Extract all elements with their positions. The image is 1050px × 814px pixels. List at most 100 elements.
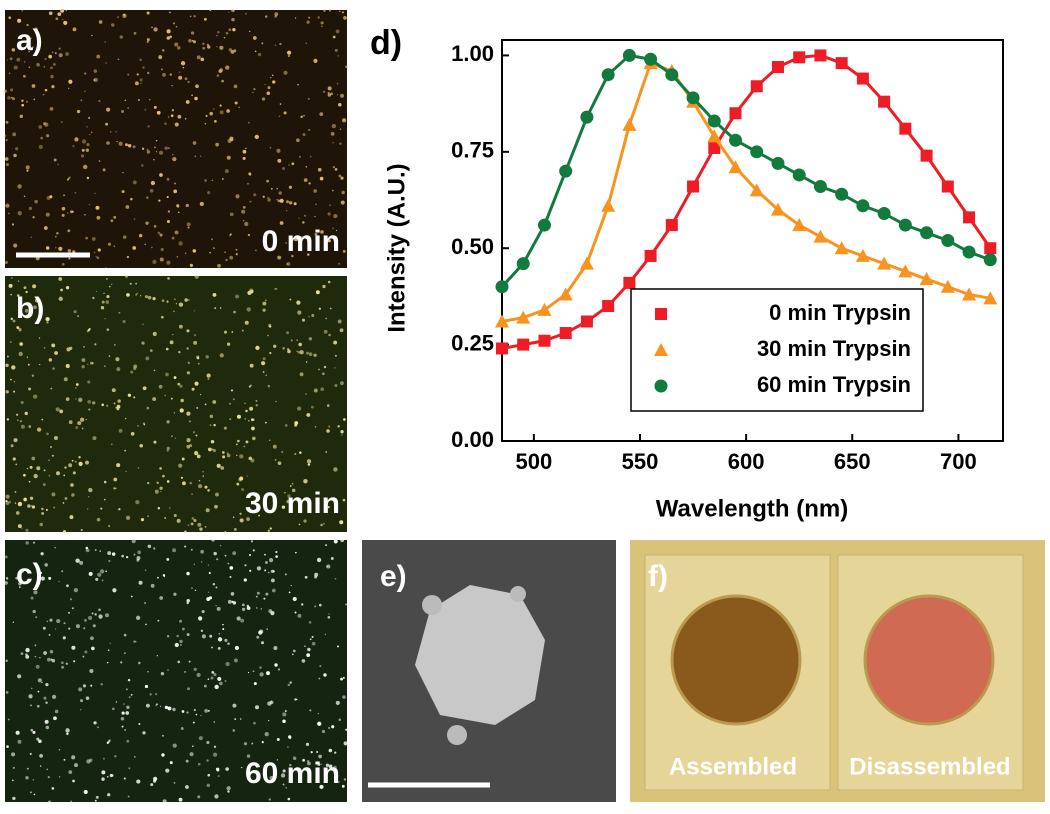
speckle	[200, 155, 202, 157]
speckle	[11, 97, 15, 101]
speckle	[10, 96, 13, 99]
speckle	[334, 751, 337, 754]
speckle	[172, 156, 177, 162]
speckle	[39, 657, 41, 659]
speckle	[123, 652, 126, 655]
speckle	[136, 292, 138, 295]
speckle	[133, 640, 136, 643]
speckle	[107, 740, 110, 743]
speckle	[14, 491, 17, 493]
speckle	[248, 456, 253, 461]
speckle	[80, 699, 83, 703]
speckle	[207, 191, 211, 195]
speckle	[274, 44, 277, 47]
speckle	[76, 109, 81, 114]
speckle	[206, 597, 211, 601]
speckle	[162, 474, 165, 478]
speckle	[296, 339, 299, 342]
speckle	[277, 158, 282, 163]
speckle	[164, 122, 167, 125]
speckle	[11, 48, 16, 52]
speckle	[126, 293, 130, 297]
speckle	[86, 143, 90, 147]
speckle	[136, 73, 139, 76]
speckle	[154, 489, 159, 494]
speckle	[211, 646, 213, 649]
speckle	[333, 213, 338, 219]
speckle	[68, 79, 73, 84]
speckle	[73, 660, 76, 663]
speckle	[166, 449, 169, 452]
marker	[749, 183, 764, 197]
speckle	[5, 120, 9, 124]
speckle	[244, 417, 247, 420]
speckle	[262, 357, 266, 361]
speckle	[98, 99, 101, 103]
speckle	[187, 361, 191, 365]
speckle	[308, 337, 313, 341]
speckle	[291, 482, 294, 485]
speckle	[99, 569, 105, 574]
speckle	[232, 27, 236, 32]
speckle	[291, 162, 295, 166]
speckle	[49, 107, 54, 111]
speckle	[101, 777, 105, 781]
speckle	[275, 555, 278, 558]
speckle	[285, 242, 288, 244]
speckle	[67, 229, 71, 233]
speckle	[181, 710, 185, 713]
speckle	[137, 425, 139, 427]
speckle	[29, 465, 33, 469]
speckle	[108, 559, 111, 563]
speckle	[46, 134, 50, 138]
speckle	[32, 609, 36, 614]
speckle	[55, 407, 60, 412]
speckle	[161, 299, 165, 302]
speckle	[301, 318, 306, 322]
speckle	[164, 516, 167, 519]
speckle	[31, 84, 36, 88]
speckle	[321, 729, 326, 734]
speckle	[17, 674, 22, 679]
speckle	[232, 398, 235, 401]
speckle	[337, 55, 340, 57]
speckle	[25, 528, 29, 532]
speckle	[175, 302, 178, 305]
speckle	[140, 518, 145, 522]
speckle	[185, 203, 189, 208]
speckle	[28, 425, 32, 428]
speckle	[313, 58, 318, 63]
speckle	[211, 538, 215, 542]
speckle	[193, 334, 197, 337]
speckle	[142, 66, 145, 69]
speckle	[21, 103, 25, 107]
speckle	[4, 260, 8, 265]
speckle	[334, 167, 338, 171]
speckle	[71, 755, 76, 760]
speckle	[205, 508, 210, 513]
speckle	[5, 162, 9, 167]
speckle	[278, 115, 281, 118]
speckle	[247, 671, 250, 674]
speckle	[95, 795, 99, 799]
speckle	[315, 290, 320, 295]
speckle	[215, 604, 217, 607]
speckle	[111, 443, 113, 446]
speckle	[166, 36, 171, 40]
speckle	[37, 678, 42, 683]
speckle	[187, 299, 190, 301]
speckle	[340, 430, 344, 434]
speckle	[214, 684, 219, 690]
speckle	[9, 57, 13, 61]
speckle	[212, 292, 217, 297]
speckle	[194, 274, 199, 279]
speckle	[297, 83, 299, 86]
speckle	[152, 297, 156, 301]
speckle	[46, 768, 49, 770]
speckle	[330, 92, 333, 96]
speckle	[334, 383, 338, 388]
speckle	[58, 776, 61, 778]
speckle	[216, 46, 218, 48]
speckle	[176, 45, 181, 50]
speckle	[242, 219, 245, 222]
